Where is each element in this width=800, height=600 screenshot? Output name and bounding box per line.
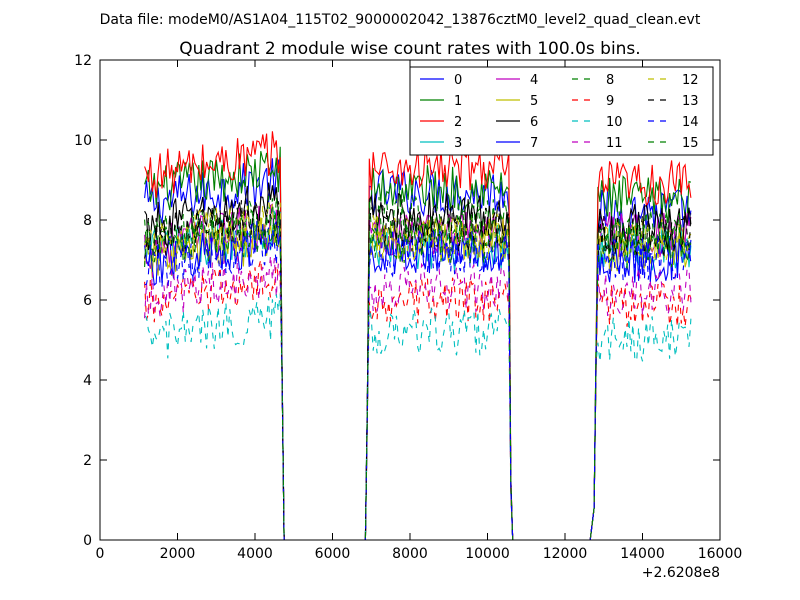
legend-label-0: 0	[454, 73, 462, 88]
legend-box	[409, 66, 714, 156]
legend-label-11: 11	[606, 136, 623, 151]
legend-label-4: 4	[530, 73, 538, 88]
legend-label-12: 12	[682, 73, 699, 88]
series-line-10	[144, 293, 692, 541]
legend-label-6: 6	[530, 115, 538, 130]
y-tick-label: 8	[83, 213, 92, 229]
legend-label-7: 7	[530, 136, 538, 151]
legend-label-1: 1	[454, 94, 462, 109]
x-tick-label: 14000	[620, 546, 665, 562]
y-tick-label: 6	[83, 293, 92, 309]
chart-title: Quadrant 2 module wise count rates with …	[179, 39, 640, 59]
x-offset-label: +2.6208e8	[642, 565, 720, 581]
x-tick-label: 12000	[543, 546, 588, 562]
x-tick-label: 6000	[315, 546, 351, 562]
x-tick-label: 10000	[465, 546, 510, 562]
x-tick-label: 4000	[237, 546, 273, 562]
x-axis: 0 2000 4000 6000 8000 10000 12000 14000 16000	[96, 60, 743, 562]
legend-label-8: 8	[606, 73, 614, 88]
legend-label-10: 10	[606, 115, 623, 130]
legend-label-9: 9	[606, 94, 614, 109]
plot-lines	[144, 131, 692, 541]
legend-label-15: 15	[682, 136, 699, 151]
series-line-9	[144, 259, 692, 541]
y-tick-label: 4	[83, 373, 92, 389]
legend-label-2: 2	[454, 115, 462, 130]
x-tick-label: 2000	[160, 546, 196, 562]
y-tick-label: 0	[83, 533, 92, 549]
series-line-11	[144, 255, 692, 541]
x-tick-label: 0	[96, 546, 105, 562]
series-line-2	[144, 131, 692, 541]
x-tick-label: 16000	[698, 546, 743, 562]
legend-label-14: 14	[682, 115, 699, 130]
legend-label-13: 13	[682, 94, 699, 109]
x-tick-label: 8000	[392, 546, 428, 562]
figure-suptitle: Data file: modeM0/AS1A04_115T02_90000020…	[100, 12, 701, 28]
series-line-14	[144, 225, 692, 541]
y-tick-label: 2	[83, 453, 92, 469]
y-tick-label: 10	[74, 133, 92, 149]
legend-label-5: 5	[530, 94, 538, 109]
y-tick-label: 12	[74, 53, 92, 69]
legend-label-3: 3	[454, 136, 462, 151]
